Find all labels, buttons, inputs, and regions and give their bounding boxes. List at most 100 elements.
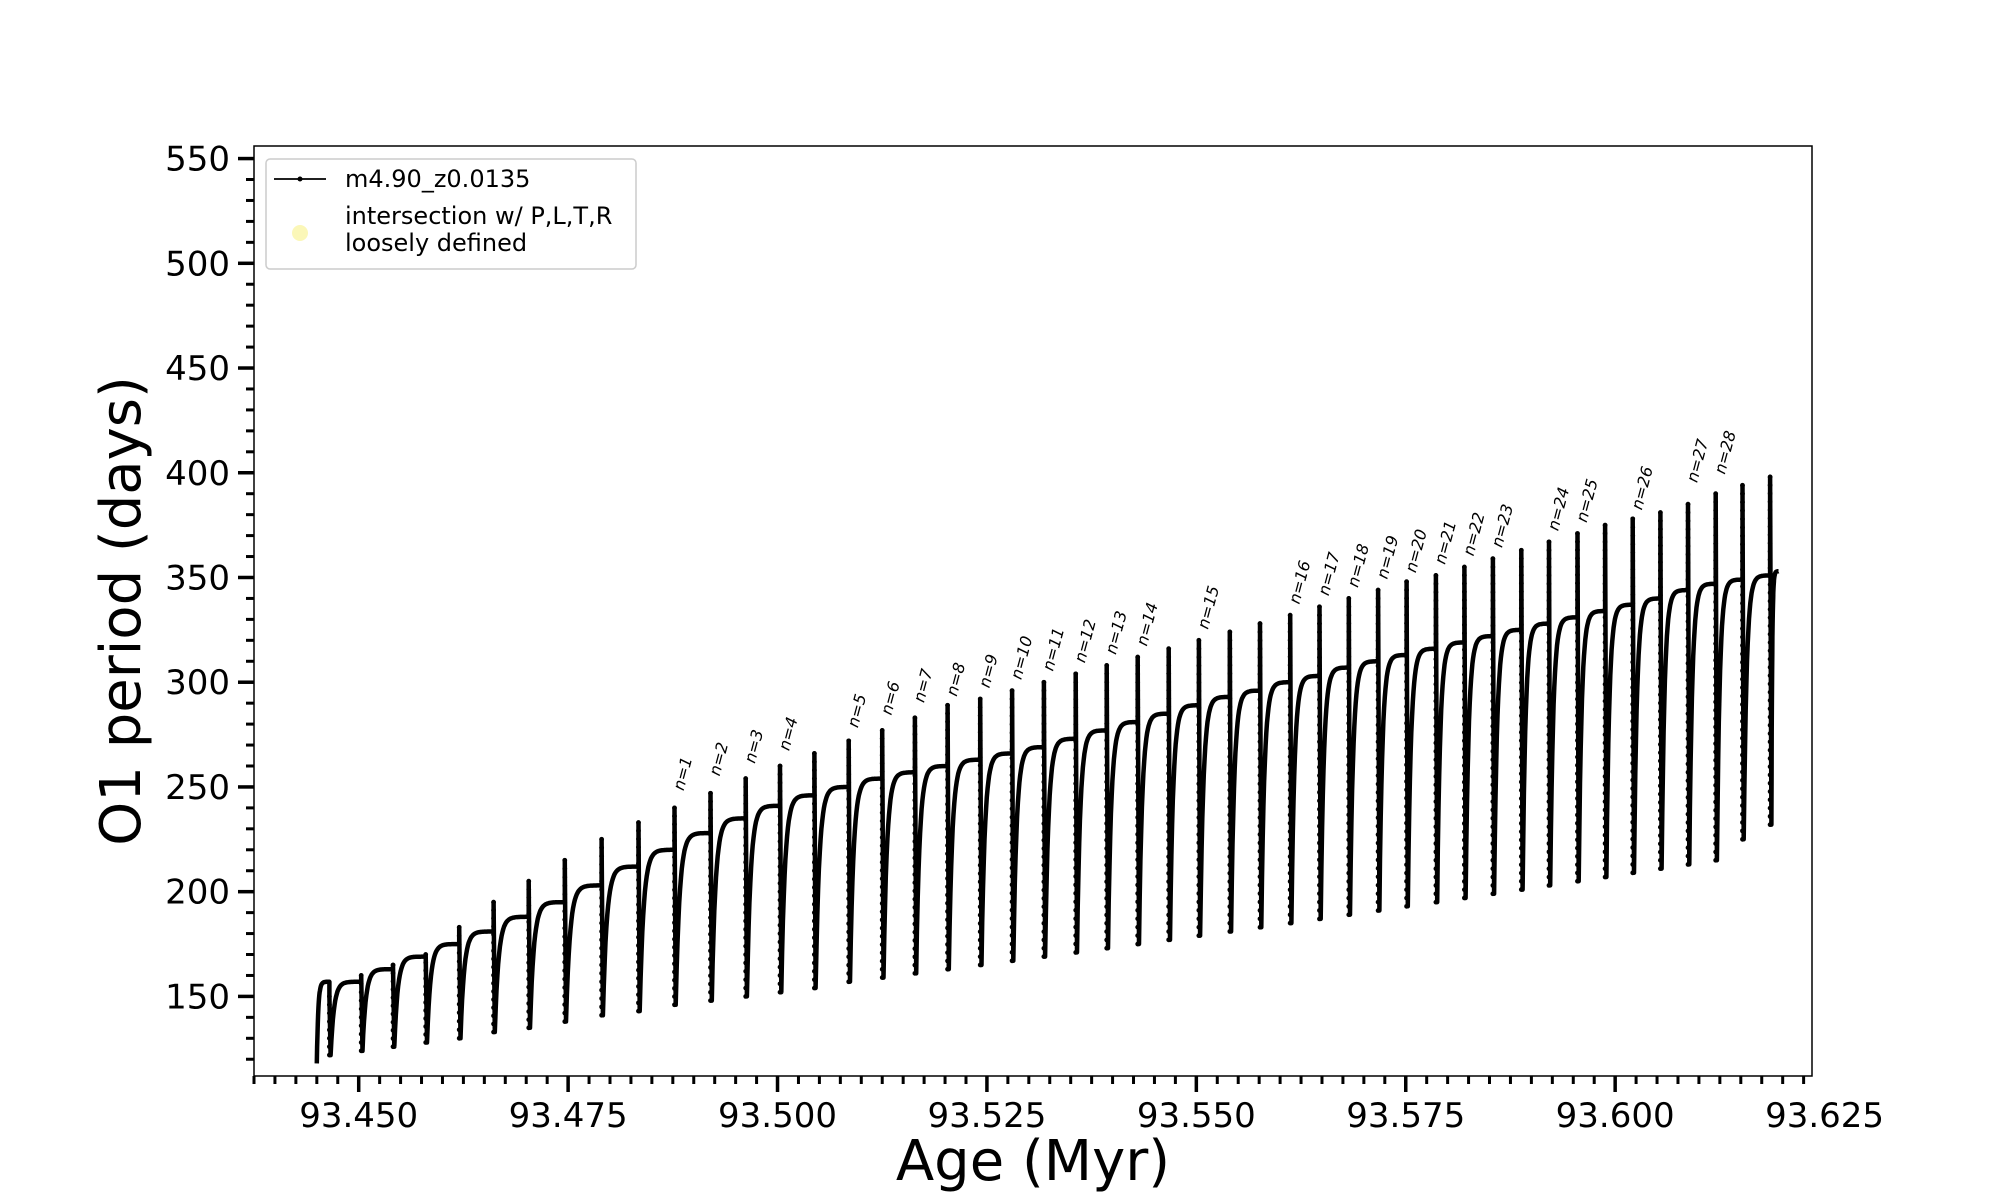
series-point	[1602, 556, 1608, 562]
series-point	[1287, 904, 1293, 909]
series-point	[1346, 887, 1352, 893]
series-point	[708, 799, 713, 804]
series-point	[1404, 770, 1409, 776]
series-point	[491, 948, 496, 954]
series-point	[1135, 899, 1141, 905]
series-point	[1041, 887, 1047, 893]
series-point	[1685, 635, 1691, 641]
series-point	[879, 942, 885, 947]
series-point	[1713, 541, 1719, 547]
series-point	[811, 767, 817, 773]
series-point	[1166, 895, 1172, 901]
series-point	[562, 908, 568, 914]
series-point	[945, 843, 950, 848]
series-point	[1630, 516, 1636, 522]
series-point	[1041, 729, 1047, 735]
series-point	[1685, 535, 1691, 541]
series-point	[846, 821, 852, 827]
series-point	[1317, 629, 1322, 635]
series-point	[1375, 882, 1381, 888]
series-point	[1575, 613, 1580, 619]
series-point	[1575, 688, 1580, 694]
series-point	[1490, 774, 1496, 779]
series-point	[1166, 879, 1172, 885]
series-point	[636, 836, 641, 842]
series-point	[1404, 887, 1409, 893]
series-point	[1767, 573, 1773, 579]
series-point	[1041, 796, 1047, 802]
series-point	[977, 854, 983, 860]
series-point	[1196, 646, 1202, 652]
series-point	[1287, 637, 1293, 643]
series-point	[1317, 891, 1322, 897]
series-point	[1518, 580, 1524, 586]
series-point	[1009, 831, 1015, 837]
series-point	[1317, 671, 1322, 677]
series-point	[708, 956, 713, 962]
series-point	[1657, 576, 1663, 582]
series-point	[1602, 774, 1608, 779]
series-point	[1166, 904, 1172, 909]
series-point	[1041, 846, 1047, 851]
series-point	[1227, 654, 1233, 660]
series-point	[1166, 721, 1172, 726]
series-point	[1630, 693, 1636, 699]
series-point	[1767, 731, 1773, 736]
x-tick-label: 93.625	[1765, 1096, 1884, 1136]
series-point	[1009, 772, 1015, 778]
series-point	[1575, 845, 1580, 851]
series-point	[811, 968, 817, 974]
series-point	[1287, 920, 1293, 926]
series-point	[945, 768, 950, 774]
series-point	[1346, 845, 1352, 851]
series-point	[1490, 799, 1496, 805]
series-point	[1317, 739, 1322, 745]
series-point	[1433, 589, 1439, 595]
series-point	[945, 735, 950, 741]
series-point	[672, 879, 677, 885]
series-point	[672, 994, 677, 999]
series-point	[1546, 614, 1552, 620]
series-point	[1433, 656, 1439, 662]
series-point	[1575, 738, 1580, 743]
series-point	[672, 821, 677, 827]
series-point	[1375, 849, 1381, 854]
series-point	[811, 876, 817, 882]
series-point	[1227, 721, 1233, 726]
series-point	[1461, 879, 1467, 884]
series-point	[1009, 705, 1015, 710]
series-point	[1346, 629, 1352, 635]
series-point	[1257, 621, 1263, 626]
series-point	[1196, 815, 1202, 820]
series-point	[1602, 824, 1608, 830]
series-point	[1317, 621, 1322, 627]
series-point	[423, 1032, 429, 1037]
series-point	[1041, 804, 1047, 810]
series-point	[1685, 845, 1691, 851]
series-point	[811, 868, 817, 874]
series-point	[1490, 832, 1496, 838]
series-point	[1104, 754, 1110, 760]
series-point	[1317, 697, 1322, 702]
series-point	[1602, 740, 1608, 746]
series-point	[672, 912, 677, 917]
series-point	[879, 876, 885, 882]
series-point	[1104, 804, 1110, 810]
series-point	[708, 989, 713, 995]
series-point	[879, 826, 885, 832]
series-point	[1767, 515, 1773, 521]
series-point	[1196, 637, 1202, 643]
series-point	[1433, 765, 1439, 771]
series-point	[1713, 699, 1719, 705]
series-point	[1518, 713, 1524, 719]
series-point	[945, 826, 950, 832]
series-point	[1767, 507, 1773, 513]
series-point	[1287, 829, 1293, 834]
series-point	[1346, 720, 1352, 726]
series-point	[1767, 607, 1773, 612]
series-point	[1317, 899, 1322, 905]
series-point	[811, 926, 817, 932]
series-point	[491, 997, 496, 1002]
series-point	[1740, 744, 1745, 749]
series-point	[1135, 764, 1141, 770]
